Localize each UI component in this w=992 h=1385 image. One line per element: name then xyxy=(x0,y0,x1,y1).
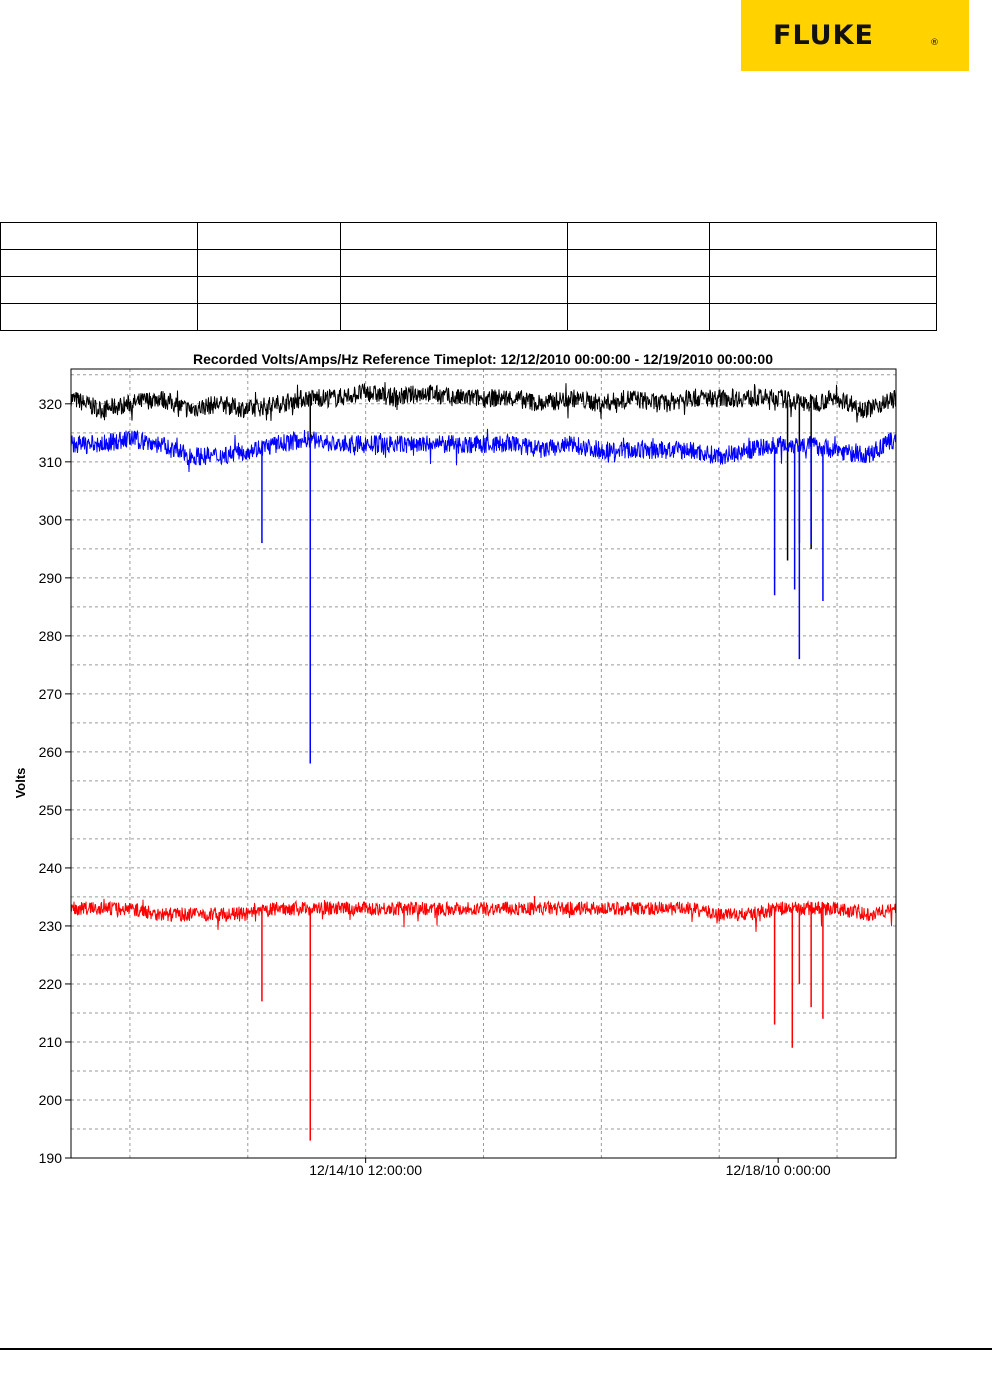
y-tick-label: 310 xyxy=(39,454,63,470)
series-line xyxy=(70,428,897,473)
fluke-logo: FLUKE ® xyxy=(741,0,969,71)
footer-rule xyxy=(0,1348,992,1350)
grid xyxy=(71,369,896,1158)
logo-text: FLUKE xyxy=(773,20,874,51)
series-layer xyxy=(70,382,897,1141)
y-tick-label: 320 xyxy=(39,396,63,412)
y-tick-label: 290 xyxy=(39,570,63,586)
series-line xyxy=(70,896,897,932)
y-tick-label: 260 xyxy=(39,744,63,760)
axes: 190 200 210 220 230 240 250 260 270 280 290 300 310 3… xyxy=(39,368,897,1178)
chart-title: Recorded Volts/Amps/Hz Reference Timeplo… xyxy=(193,351,773,367)
table-cell xyxy=(340,276,568,304)
table-row xyxy=(0,303,937,331)
y-tick-label: 200 xyxy=(39,1092,63,1108)
info-table xyxy=(0,222,937,331)
table-cell xyxy=(0,303,198,331)
x-tick-label: 12/14/10 12:00:00 xyxy=(309,1162,422,1178)
table-cell xyxy=(567,222,710,250)
y-tick-label: 270 xyxy=(39,686,63,702)
y-tick-label: 240 xyxy=(39,860,63,876)
y-tick-label: 210 xyxy=(39,1034,63,1050)
table-row xyxy=(0,276,937,304)
table-cell xyxy=(709,303,937,331)
y-tick-label: 230 xyxy=(39,918,63,934)
y-tick-label: 220 xyxy=(39,976,63,992)
y-tick-label: 300 xyxy=(39,512,63,528)
plot-frame xyxy=(70,368,897,1159)
table-cell xyxy=(340,222,568,250)
table-cell xyxy=(197,303,341,331)
table-cell xyxy=(197,249,341,277)
table-cell xyxy=(0,249,198,277)
table-cell xyxy=(709,249,937,277)
table-cell xyxy=(567,303,710,331)
x-tick-label: 12/18/10 0:00:00 xyxy=(726,1162,831,1178)
series-line xyxy=(70,382,897,423)
table-cell xyxy=(197,276,341,304)
registered-mark: ® xyxy=(930,38,939,48)
table-cell xyxy=(567,276,710,304)
y-tick-label: 190 xyxy=(39,1150,63,1166)
y-tick-label: 250 xyxy=(39,802,63,818)
table-cell xyxy=(709,276,937,304)
y-tick-label: 280 xyxy=(39,628,63,644)
table-cell xyxy=(0,222,198,250)
table-cell xyxy=(340,303,568,331)
voltage-timeplot-chart: Recorded Volts/Amps/Hz Reference Timeplo… xyxy=(13,351,897,1178)
table-cell xyxy=(340,249,568,277)
table-cell xyxy=(197,222,341,250)
table-row xyxy=(0,222,937,250)
table-cell xyxy=(567,249,710,277)
table-cell xyxy=(709,222,937,250)
y-axis-label: Volts xyxy=(13,768,28,799)
series-group xyxy=(70,428,897,764)
series-group xyxy=(70,896,897,1141)
table-cell xyxy=(0,276,198,304)
table-row xyxy=(0,249,937,277)
